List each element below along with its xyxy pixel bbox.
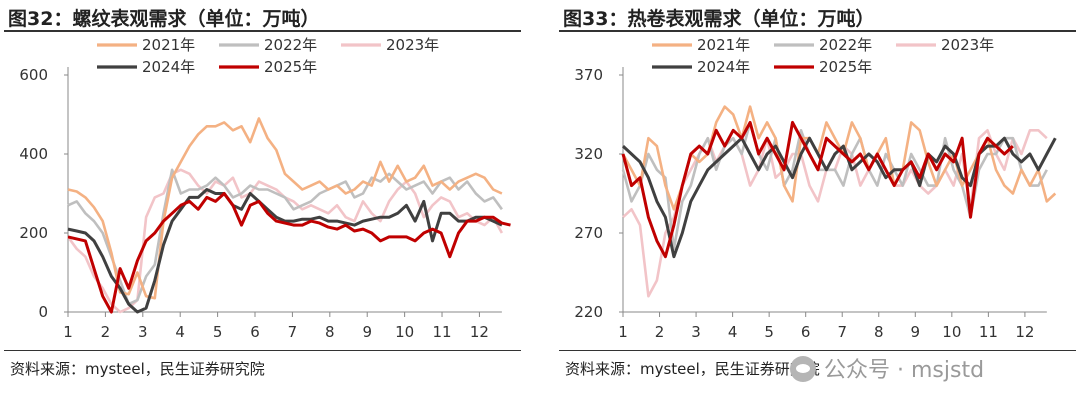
legend-label: 2022年: [264, 36, 317, 54]
series-line-2025年: [621, 120, 1014, 259]
x-tick-label: 5: [764, 323, 774, 341]
legend-label: 2021年: [142, 36, 195, 54]
legend-label: 2024年: [697, 58, 750, 76]
chart-panel-hot-coil: 图33：热卷表观需求（单位：万吨） 220 270 320 370 1 2 3 4 5 6 7 8 9 1…: [555, 0, 1080, 410]
x-tick-label: 12: [470, 323, 489, 341]
source-divider: [4, 350, 521, 351]
x-tick-label: 7: [288, 323, 298, 341]
watermark: 公众号 · msjstd: [790, 352, 984, 384]
x-tick-label: 5: [213, 323, 223, 341]
x-tick-label: 11: [432, 323, 451, 341]
y-tick-label: 320: [574, 145, 603, 163]
series-line-2022年: [67, 168, 503, 306]
x-tick-label: 4: [728, 323, 738, 341]
x-tick-label: 3: [691, 323, 701, 341]
x-tick-label: 8: [325, 323, 335, 341]
chart-title-hot-coil: 图33：热卷表观需求（单位：万吨）: [563, 8, 875, 30]
legend-label: 2025年: [264, 58, 317, 76]
x-tick-label: 12: [1015, 323, 1034, 341]
series-line-2024年: [67, 188, 503, 314]
legend-label: 2022年: [819, 36, 872, 54]
source-divider: [559, 350, 1076, 351]
x-tick-label: 9: [362, 323, 372, 341]
legend-label: 2024年: [142, 58, 195, 76]
legend-label: 2025年: [819, 58, 872, 76]
y-tick-label: 600: [19, 66, 48, 84]
legend-label: 2021年: [697, 36, 750, 54]
title-divider: [559, 30, 1076, 32]
chart-panel-rebar: 图32：螺纹表观需求（单位：万吨） 0 200 400 600 1 2 3 4 5 6 7 8 9 10 1…: [0, 0, 525, 410]
x-tick-label: 4: [175, 323, 185, 341]
source-note-rebar: 资料来源：mysteel，民生证券研究院: [10, 360, 265, 378]
x-tick-label: 8: [874, 323, 884, 341]
series-line-2022年: [621, 121, 1048, 251]
source-note-hot-coil: 资料来源：mysteel，民生证券研究院: [565, 360, 820, 378]
x-tick-label: 10: [395, 323, 414, 341]
x-tick-label: 11: [979, 323, 998, 341]
series-line-2021年: [67, 117, 503, 300]
x-tick-label: 3: [138, 323, 148, 341]
y-tick-label: 220: [574, 303, 603, 321]
y-tick-label: 270: [574, 224, 603, 242]
x-tick-label: 10: [942, 323, 961, 341]
x-tick-label: 2: [655, 323, 665, 341]
x-tick-label: 6: [801, 323, 811, 341]
legend-label: 2023年: [941, 36, 994, 54]
chart-title-rebar: 图32：螺纹表观需求（单位：万吨）: [8, 8, 320, 30]
title-divider: [4, 30, 521, 32]
series-line-2023年: [66, 168, 504, 314]
x-tick-label: 2: [101, 323, 111, 341]
y-tick-label: 400: [19, 145, 48, 163]
wechat-icon: [790, 356, 816, 382]
y-tick-label: 370: [574, 66, 603, 84]
series-line-2025年: [67, 192, 511, 314]
x-tick-label: 6: [250, 323, 260, 341]
watermark-text: 公众号 · msjstd: [824, 358, 985, 383]
x-tick-label: 7: [837, 323, 847, 341]
x-tick-label: 1: [618, 323, 628, 341]
y-tick-label: 200: [19, 224, 48, 242]
legend-label: 2023年: [386, 36, 439, 54]
y-tick-label: 0: [38, 303, 48, 321]
x-tick-label: 1: [63, 323, 73, 341]
x-tick-label: 9: [911, 323, 921, 341]
